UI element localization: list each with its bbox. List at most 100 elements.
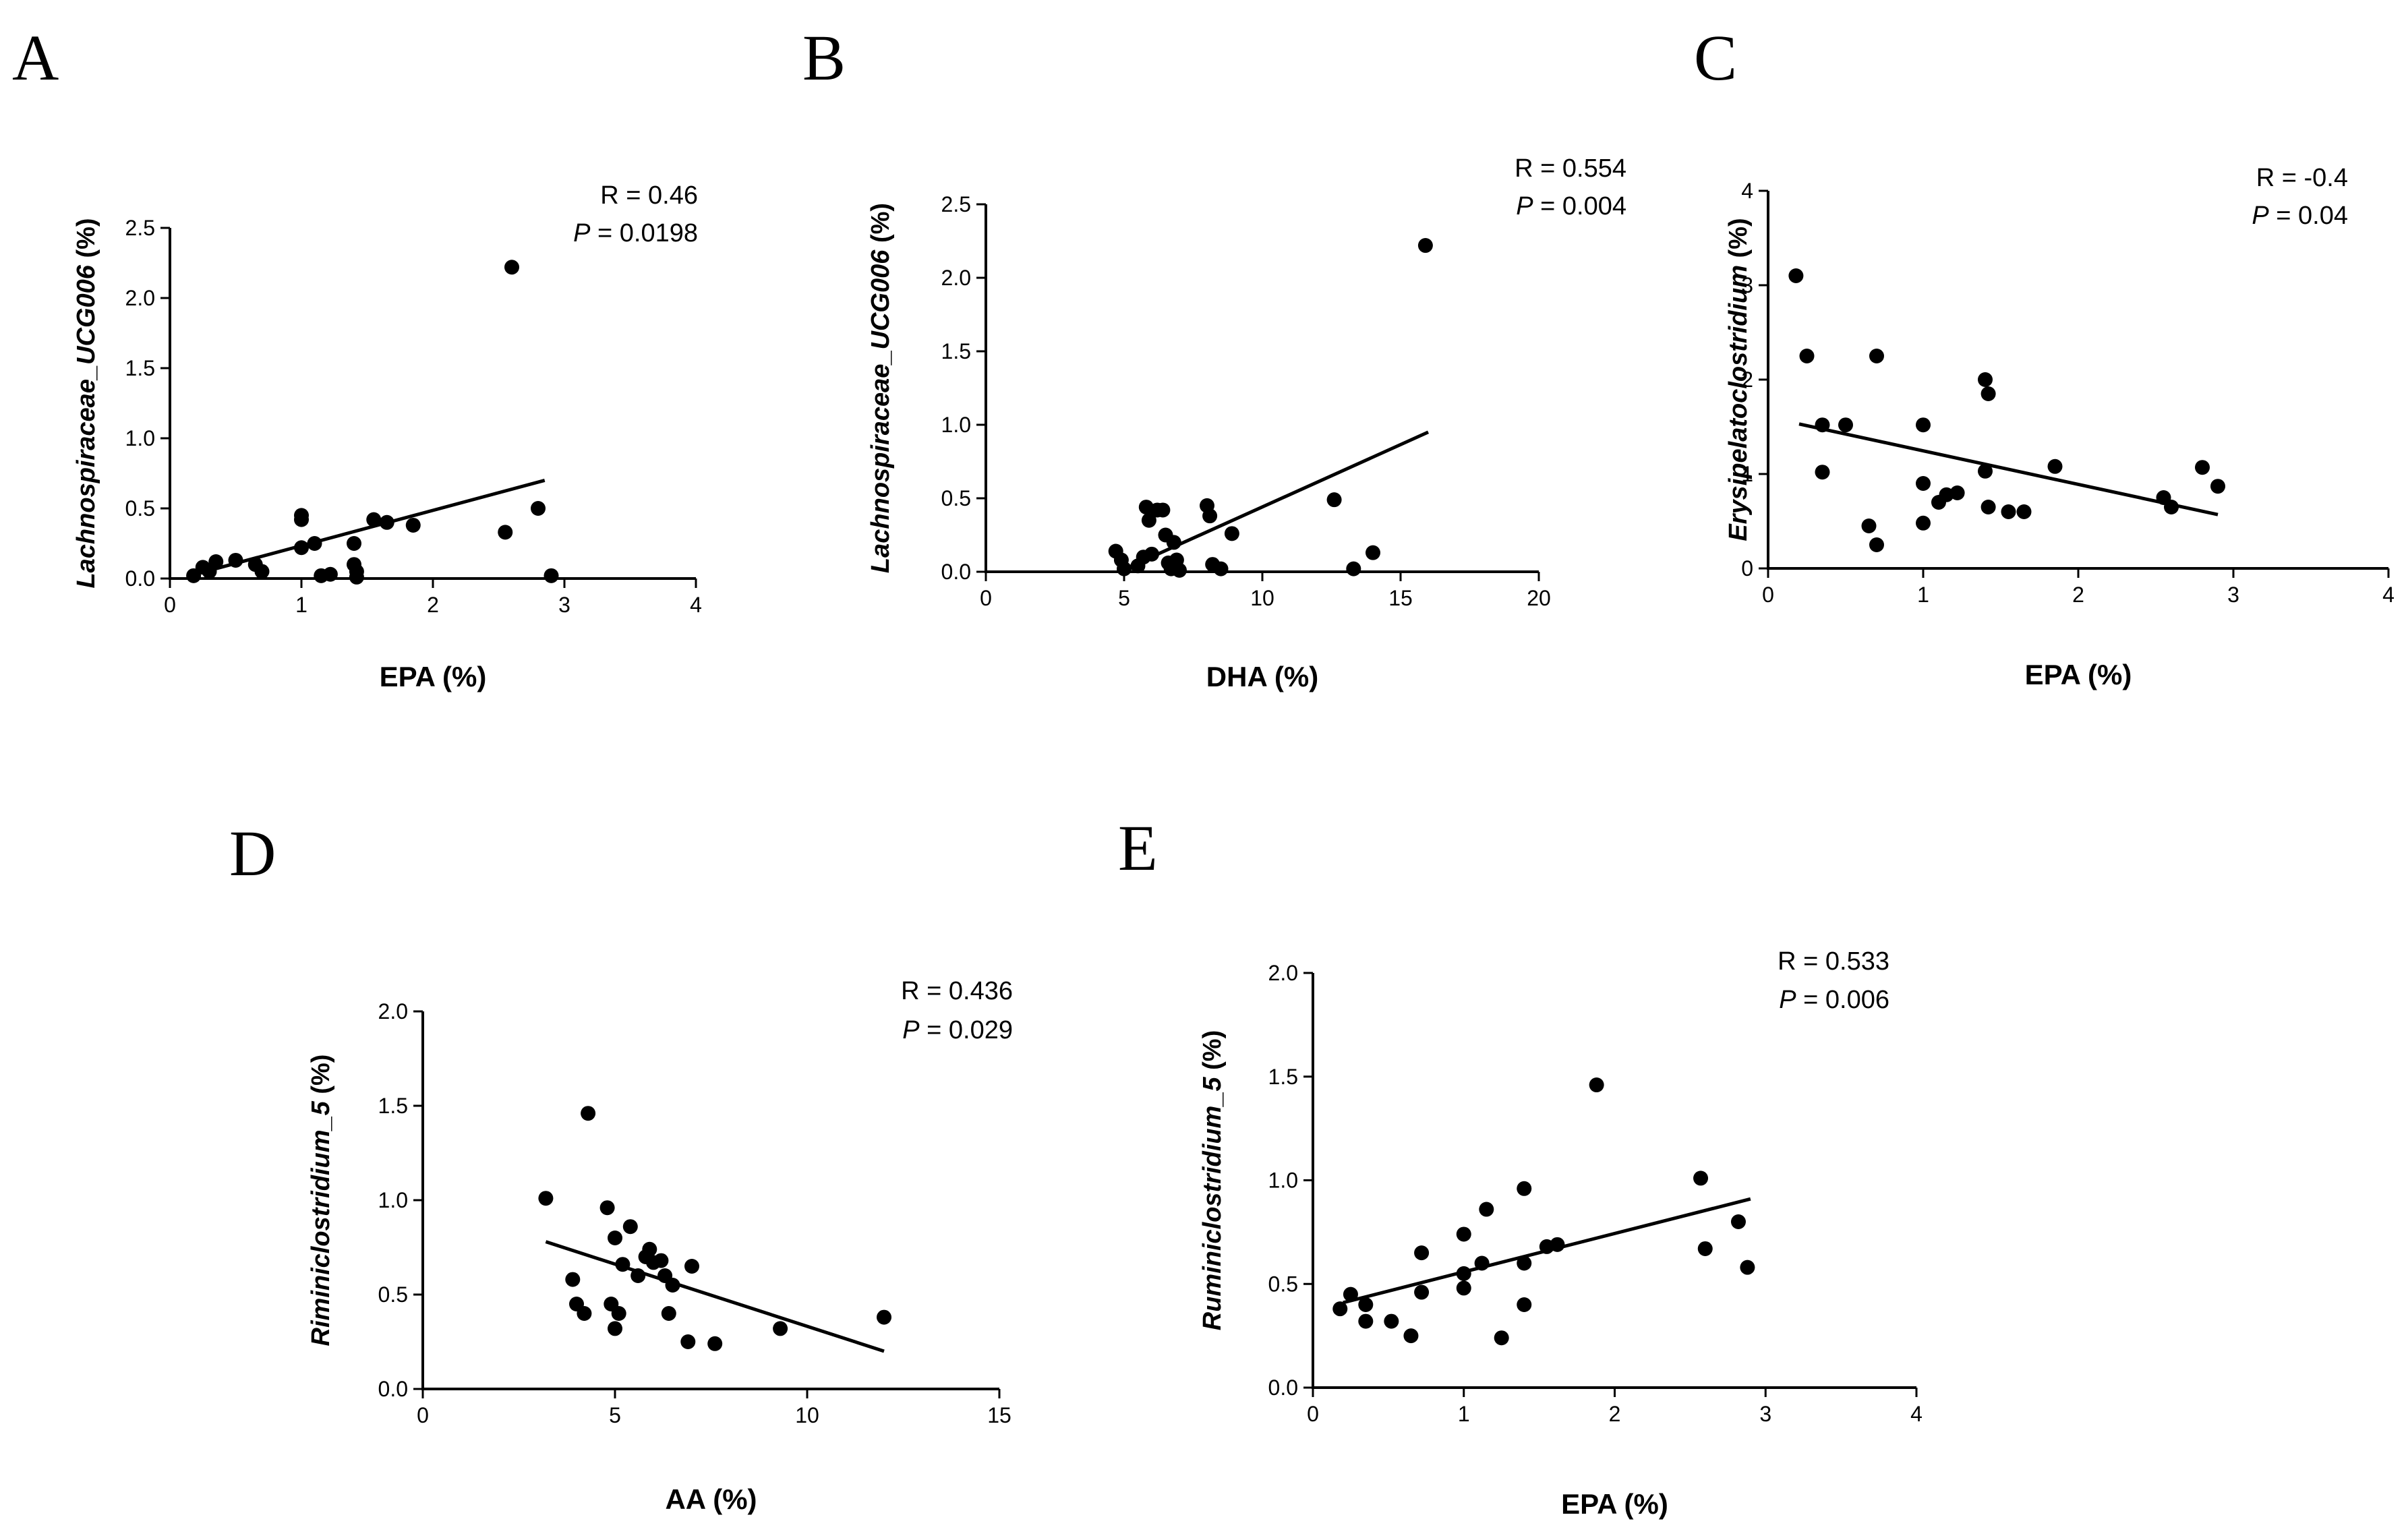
x-tick-label: 0 xyxy=(1307,1402,1319,1426)
data-point xyxy=(877,1309,891,1325)
x-tick-label: 10 xyxy=(795,1403,819,1427)
r-value-label: R = 0.554 xyxy=(1515,154,1626,183)
data-point xyxy=(1343,1286,1358,1302)
p-value-label: P = 0.0198 xyxy=(573,219,698,247)
panel-b: B 0 5 10 15 20 0.0 0.5 1.0 1.5 2.0 2.5 DHA (%) Lachno… xyxy=(802,22,1626,692)
y-axis-label-name: Erysipelatoclostridium xyxy=(1724,265,1753,541)
y-tick-label: 1.0 xyxy=(125,426,155,450)
data-point xyxy=(1366,545,1380,560)
data-point xyxy=(630,1268,646,1283)
x-tick-label: 2 xyxy=(1609,1402,1621,1426)
data-point xyxy=(379,514,394,530)
data-point xyxy=(349,569,364,585)
data-point xyxy=(1326,492,1342,508)
data-point xyxy=(1978,372,1993,387)
data-point xyxy=(1838,417,1853,433)
data-point xyxy=(1117,561,1132,576)
p-value-label: P = 0.04 xyxy=(2252,202,2348,230)
data-point xyxy=(707,1336,723,1351)
data-point xyxy=(2164,500,2179,514)
x-tick-label: 3 xyxy=(2227,583,2239,607)
data-point xyxy=(538,1191,554,1206)
y-axis-label-name: Lachnospiraceae_UCG006 xyxy=(867,249,895,573)
data-point xyxy=(642,1241,657,1257)
data-point xyxy=(773,1321,788,1336)
data-point xyxy=(1358,1297,1374,1312)
data-point xyxy=(1550,1237,1565,1252)
y-axis-label-unit: (%) xyxy=(307,1055,335,1102)
y-axis-label-name: Riminiclostridium_5 xyxy=(307,1100,335,1346)
data-point xyxy=(1869,349,1884,363)
p-value-label: P = 0.004 xyxy=(1516,192,1626,220)
data-point xyxy=(294,512,309,527)
data-point xyxy=(1815,465,1830,480)
data-point xyxy=(294,540,309,556)
data-point xyxy=(1949,485,1965,500)
y-tick-label: 0.0 xyxy=(125,566,155,591)
panel-c: C 0 1 2 3 4 0 1 2 3 4 EPA (%) Erysipelatoclostridium… xyxy=(1694,22,2395,690)
regression-line xyxy=(1798,422,2219,516)
y-axis-label: Erysipelatoclostridium (%) xyxy=(1724,218,1753,541)
y-tick-label: 0 xyxy=(1741,556,1753,581)
data-point xyxy=(1869,537,1884,552)
data-point xyxy=(2016,504,2032,519)
data-point xyxy=(661,1306,676,1321)
regression-line xyxy=(1117,430,1430,574)
y-tick-label: 0.0 xyxy=(1268,1375,1298,1400)
panel-letter: E xyxy=(1118,812,1158,884)
r-value-label: R = 0.436 xyxy=(901,977,1013,1005)
y-tick-label: 3 xyxy=(1741,273,1753,297)
y-axis-label-unit: (%) xyxy=(72,218,100,265)
y-axis-label-unit: (%) xyxy=(867,203,895,250)
data-point xyxy=(1517,1297,1532,1312)
panel-a: A 0 1 2 3 4 0.0 0.5 1.0 1.5 2.0 2.5 EPA (%) Lachnospi… xyxy=(12,22,702,692)
data-point xyxy=(254,564,270,579)
y-tick-label: 1.0 xyxy=(1268,1168,1298,1193)
data-point xyxy=(498,525,513,540)
x-tick-label: 0 xyxy=(417,1403,429,1427)
regression-line xyxy=(189,478,546,578)
data-point xyxy=(1172,562,1187,578)
panel-letter: B xyxy=(802,22,846,94)
data-point xyxy=(608,1321,622,1336)
data-point xyxy=(1141,512,1156,528)
data-point xyxy=(1155,502,1171,518)
x-tick-label: 2 xyxy=(2072,583,2084,607)
data-point xyxy=(615,1257,630,1272)
data-point xyxy=(1456,1280,1471,1296)
y-tick-label: 2.0 xyxy=(125,286,155,310)
x-axis-label: EPA (%) xyxy=(1561,1488,1668,1520)
y-axis-label-unit: (%) xyxy=(1198,1030,1227,1077)
panel-d: D 0 5 10 15 0.0 0.5 1.0 1.5 2.0 AA (%) Riminiclostr… xyxy=(229,817,1013,1515)
panel-letter: C xyxy=(1694,22,1737,94)
data-point xyxy=(653,1253,669,1268)
r-value-label: R = 0.46 xyxy=(600,181,698,210)
p-value: = 0.006 xyxy=(1796,986,1889,1014)
y-axis-label-name: Lachnospiraceae_UCG006 xyxy=(72,264,100,588)
data-point xyxy=(1417,238,1433,254)
p-symbol: P xyxy=(2252,202,2269,230)
data-point xyxy=(366,512,382,527)
p-value: = 0.0198 xyxy=(590,219,698,247)
data-point xyxy=(611,1306,626,1321)
p-symbol: P xyxy=(1779,986,1796,1014)
data-point xyxy=(2047,458,2063,474)
data-point xyxy=(1730,1214,1746,1229)
data-point xyxy=(1861,519,1877,533)
data-point xyxy=(1815,417,1830,433)
p-value-label: P = 0.029 xyxy=(902,1016,1013,1044)
r-value-label: R = -0.4 xyxy=(2256,164,2348,192)
data-point xyxy=(1403,1328,1419,1344)
y-tick-label: 1.5 xyxy=(125,356,155,380)
data-point xyxy=(1517,1181,1532,1196)
x-tick-label: 3 xyxy=(1759,1402,1771,1426)
x-axis-label: AA (%) xyxy=(665,1483,757,1515)
x-tick-label: 3 xyxy=(558,593,570,617)
x-tick-label: 4 xyxy=(2382,583,2395,607)
data-point xyxy=(1494,1330,1509,1346)
data-point xyxy=(680,1334,696,1349)
data-point xyxy=(1799,349,1815,363)
data-point xyxy=(1697,1241,1713,1256)
data-point xyxy=(1456,1226,1471,1242)
p-value-label: P = 0.006 xyxy=(1779,986,1889,1014)
